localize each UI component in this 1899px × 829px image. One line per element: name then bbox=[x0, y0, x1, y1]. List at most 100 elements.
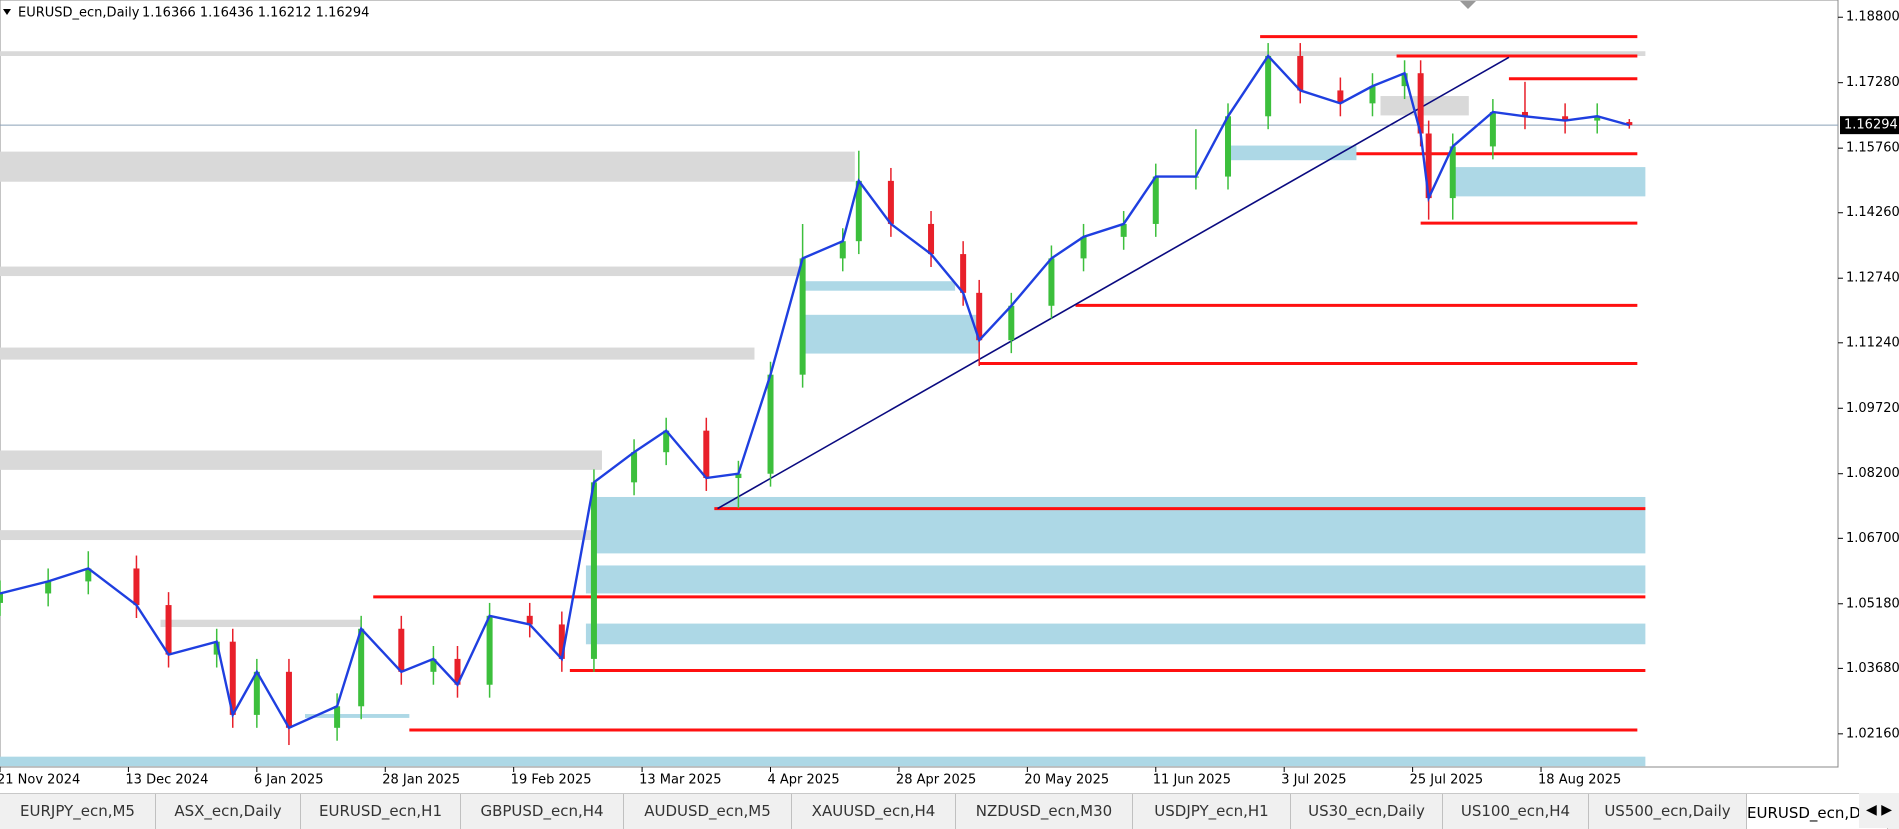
tab[interactable]: US500_ecn,Daily bbox=[1589, 794, 1747, 829]
candle-body bbox=[976, 292, 983, 341]
x-tick-label: 4 Apr 2025 bbox=[768, 773, 840, 788]
candle-body bbox=[213, 641, 220, 655]
close-line bbox=[0, 54, 1630, 730]
y-tick-label: 1.08200 bbox=[1846, 466, 1899, 481]
y-tick-label: 1.12740 bbox=[1846, 271, 1899, 286]
candle-body bbox=[631, 452, 638, 483]
candle-body bbox=[1449, 146, 1456, 199]
candle-body bbox=[558, 624, 565, 659]
tab-scroll[interactable]: ◀ ▶ bbox=[1859, 793, 1899, 828]
candle-body bbox=[767, 374, 774, 474]
candle-body bbox=[590, 482, 597, 659]
tab-bar: EURJPY_ecn,M5 ASX_ecn,Daily EURUSD_ecn,H1 G… bbox=[0, 793, 1899, 829]
candle-body bbox=[398, 628, 405, 672]
candle-body bbox=[526, 615, 533, 625]
y-tick-label: 1.18800 bbox=[1846, 10, 1899, 25]
supply-zone bbox=[160, 619, 362, 628]
tab[interactable]: XAUUSD_ecn,H4 bbox=[792, 794, 956, 829]
candle-body bbox=[703, 430, 710, 479]
y-tick-label: 1.09720 bbox=[1846, 401, 1899, 416]
tab[interactable]: USDJPY_ecn,H1 bbox=[1133, 794, 1291, 829]
candle-body bbox=[1401, 73, 1408, 87]
plot-frame bbox=[0, 0, 1839, 768]
candle-body bbox=[1337, 90, 1344, 104]
candle-body bbox=[1152, 176, 1159, 224]
candle-body bbox=[887, 180, 894, 224]
x-tick-label: 28 Jan 2025 bbox=[382, 773, 460, 788]
candle-body bbox=[334, 706, 341, 728]
demand-zone bbox=[593, 496, 1646, 554]
plot-area bbox=[0, 35, 1838, 767]
y-tick-label: 1.02160 bbox=[1846, 726, 1899, 741]
x-tick-label: 18 Aug 2025 bbox=[1538, 773, 1621, 788]
candle-body bbox=[1369, 86, 1376, 104]
candle-body bbox=[1265, 55, 1272, 117]
candle-body bbox=[928, 223, 935, 255]
x-tick-label: 13 Dec 2024 bbox=[125, 773, 208, 788]
x-tick-label: 13 Mar 2025 bbox=[639, 773, 721, 788]
y-tick-label: 1.15760 bbox=[1846, 141, 1899, 156]
candle-body bbox=[1521, 111, 1528, 117]
x-tick-label: 20 May 2025 bbox=[1024, 773, 1109, 788]
candle-body bbox=[855, 180, 862, 242]
x-tick-label: 25 Jul 2025 bbox=[1410, 773, 1484, 788]
candle-body bbox=[1562, 116, 1569, 121]
candle-body bbox=[430, 658, 437, 672]
y-tick-label: 1.03680 bbox=[1846, 661, 1899, 676]
tab[interactable]: EURJPY_ecn,M5 bbox=[0, 794, 156, 829]
candle-body bbox=[799, 258, 806, 375]
x-tick-label: 11 Jun 2025 bbox=[1153, 773, 1231, 788]
candle-body bbox=[1225, 116, 1232, 177]
candle-body bbox=[45, 581, 52, 594]
candle-body bbox=[85, 568, 92, 582]
y-tick-label: 1.14260 bbox=[1846, 205, 1899, 220]
demand-zone bbox=[0, 756, 1646, 767]
supply-zone bbox=[0, 450, 602, 470]
x-tick-label: 6 Jan 2025 bbox=[254, 773, 324, 788]
tab[interactable]: GBPUSD_ecn,H4 bbox=[461, 794, 624, 829]
tab[interactable]: AUDUSD_ecn,M5 bbox=[624, 794, 792, 829]
supply-zone bbox=[0, 151, 855, 182]
shift-marker bbox=[1460, 1, 1476, 9]
tab[interactable]: EURUSD_ecn,H1 bbox=[301, 794, 461, 829]
candle-body bbox=[960, 254, 967, 293]
supply-zone bbox=[0, 266, 803, 277]
tab[interactable]: ASX_ecn,Daily bbox=[156, 794, 301, 829]
menu-triangle[interactable] bbox=[3, 9, 11, 15]
candle-body bbox=[839, 241, 846, 259]
x-tick-label: 28 Apr 2025 bbox=[896, 773, 976, 788]
tab[interactable]: US100_ecn,H4 bbox=[1443, 794, 1589, 829]
demand-zone bbox=[585, 623, 1646, 645]
candle-body bbox=[358, 628, 365, 707]
current-price-box bbox=[1840, 116, 1899, 135]
candle-body bbox=[285, 671, 292, 728]
x-tick-label: 3 Jul 2025 bbox=[1281, 773, 1346, 788]
demand-zone bbox=[1452, 167, 1646, 197]
y-tick-label: 1.05180 bbox=[1846, 596, 1899, 611]
demand-zone bbox=[802, 314, 980, 354]
y-tick-label: 1.11240 bbox=[1846, 335, 1899, 350]
tab[interactable]: NZDUSD_ecn,M30 bbox=[956, 794, 1133, 829]
candle-body bbox=[454, 658, 461, 685]
candle-body bbox=[1297, 55, 1304, 91]
candle-body bbox=[1489, 111, 1496, 147]
y-tick-label: 1.06700 bbox=[1846, 531, 1899, 546]
candle-body bbox=[1008, 305, 1015, 341]
candle-body bbox=[663, 430, 670, 453]
candle-body bbox=[253, 671, 260, 715]
demand-zone bbox=[585, 565, 1646, 594]
y-tick-label: 1.17280 bbox=[1846, 75, 1899, 90]
tab[interactable]: US30_ecn,Daily bbox=[1291, 794, 1443, 829]
candle-body bbox=[1425, 133, 1432, 199]
candle-body bbox=[1120, 223, 1127, 237]
candle-body bbox=[1048, 258, 1055, 306]
candle-body bbox=[1080, 236, 1087, 259]
demand-zone bbox=[304, 714, 410, 718]
current-price-label: 1.16294 bbox=[1844, 118, 1898, 133]
tab[interactable]: EURUSD_ecn,Daily bbox=[1747, 794, 1888, 829]
chart: EURUSD_ecn,Daily 1.16366 1.16436 1.16212… bbox=[0, 0, 1899, 788]
demand-zone bbox=[1228, 145, 1357, 161]
candle-body bbox=[1626, 122, 1633, 126]
candle-body bbox=[133, 568, 140, 606]
